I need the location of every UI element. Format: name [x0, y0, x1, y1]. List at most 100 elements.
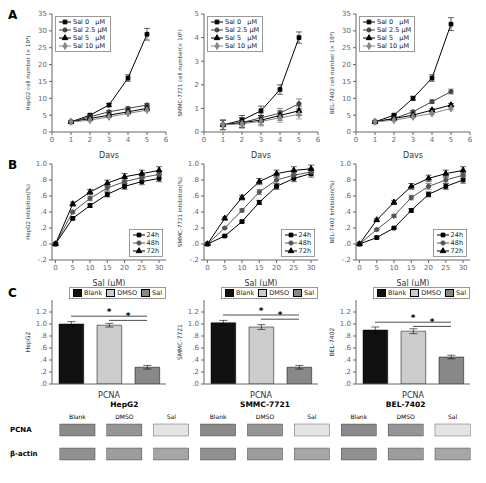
svg-text:*: *	[278, 310, 283, 320]
svg-text:30: 30	[459, 264, 468, 272]
svg-text:1.2: 1.2	[188, 308, 199, 316]
svg-text:0: 0	[202, 136, 206, 144]
svg-text:0: 0	[205, 264, 209, 272]
svg-text:Sal (μM): Sal (μM)	[245, 279, 278, 286]
svg-text:*: *	[259, 306, 264, 316]
svg-text:2: 2	[195, 81, 199, 89]
svg-text:20: 20	[272, 264, 281, 272]
svg-text:10: 10	[86, 264, 95, 272]
svg-text:5: 5	[43, 112, 47, 120]
svg-text:.4: .4	[192, 208, 199, 216]
svg-text:4: 4	[195, 34, 200, 42]
svg-text:*: *	[126, 311, 131, 321]
svg-text:-.2: -.2	[190, 256, 199, 264]
svg-text:10: 10	[390, 264, 399, 272]
svg-text:25: 25	[38, 44, 47, 52]
svg-text:0: 0	[43, 128, 47, 136]
svg-text:.6: .6	[344, 344, 351, 352]
svg-text:.6: .6	[344, 192, 351, 200]
svg-text:BEL-7402 Inhibition(%): BEL-7402 Inhibition(%)	[329, 180, 335, 243]
svg-text:15: 15	[38, 78, 47, 86]
svg-text:Sal: Sal	[307, 413, 316, 420]
svg-text:.2: .2	[344, 368, 351, 376]
svg-text:1.0: 1.0	[36, 160, 47, 168]
svg-text:.4: .4	[40, 208, 47, 216]
svg-text:Days: Days	[99, 151, 119, 158]
svg-text:β-actin: β-actin	[10, 450, 38, 458]
svg-text:25: 25	[342, 44, 351, 52]
svg-text:20: 20	[120, 264, 129, 272]
svg-text:2: 2	[88, 136, 92, 144]
svg-text:0: 0	[195, 128, 199, 136]
svg-text:35: 35	[38, 10, 47, 18]
svg-text:Days: Days	[251, 151, 271, 158]
svg-text:1: 1	[221, 136, 225, 144]
svg-text:.6: .6	[192, 192, 199, 200]
svg-text:5: 5	[297, 136, 301, 144]
svg-text:Blank: Blank	[350, 413, 367, 420]
svg-text:.2: .2	[40, 368, 47, 376]
svg-text:4: 4	[430, 136, 435, 144]
svg-text:15: 15	[255, 264, 264, 272]
svg-text:.4: .4	[344, 208, 351, 216]
svg-text:2: 2	[392, 136, 396, 144]
svg-text:.0: .0	[40, 240, 47, 248]
svg-text:*: *	[411, 313, 416, 323]
svg-text:.0: .0	[344, 380, 351, 388]
svg-text:6: 6	[164, 136, 169, 144]
svg-text:HepG2: HepG2	[110, 400, 138, 409]
svg-text:1.0: 1.0	[340, 160, 351, 168]
svg-text:3: 3	[411, 136, 415, 144]
svg-text:.2: .2	[344, 224, 351, 232]
svg-text:.4: .4	[192, 356, 199, 364]
svg-text:BEL-7402: BEL-7402	[328, 328, 335, 357]
svg-text:*: *	[107, 307, 112, 317]
svg-text:1: 1	[69, 136, 73, 144]
svg-text:30: 30	[155, 264, 164, 272]
svg-text:30: 30	[38, 27, 47, 35]
svg-text:HepG2 Inhibition(%): HepG2 Inhibition(%)	[25, 184, 32, 240]
svg-text:5: 5	[347, 112, 351, 120]
svg-text:HepG2 cell number (× 10⁴): HepG2 cell number (× 10⁴)	[25, 36, 32, 111]
svg-text:20: 20	[342, 61, 351, 69]
svg-text:.6: .6	[40, 344, 47, 352]
svg-text:.0: .0	[192, 380, 199, 388]
svg-text:2: 2	[240, 136, 244, 144]
svg-text:3: 3	[195, 58, 199, 66]
svg-text:Sal (μM): Sal (μM)	[93, 279, 126, 286]
svg-text:BEL-7402: BEL-7402	[386, 400, 426, 409]
svg-text:0: 0	[50, 136, 54, 144]
svg-text:0: 0	[357, 264, 361, 272]
svg-text:Sal (μM): Sal (μM)	[397, 279, 430, 286]
svg-text:6: 6	[316, 136, 321, 144]
svg-text:0: 0	[354, 136, 358, 144]
svg-text:PCNA: PCNA	[98, 391, 120, 398]
svg-text:-.2: -.2	[342, 256, 351, 264]
svg-text:15: 15	[342, 78, 351, 86]
svg-text:SMMC-7721 cell number(× 10⁵): SMMC-7721 cell number(× 10⁵)	[177, 29, 183, 116]
svg-text:.0: .0	[40, 380, 47, 388]
svg-text:4: 4	[278, 136, 283, 144]
svg-text:Sal: Sal	[167, 413, 176, 420]
svg-text:10: 10	[38, 95, 47, 103]
svg-text:.8: .8	[192, 176, 199, 184]
svg-text:1: 1	[195, 105, 199, 113]
svg-text:5: 5	[374, 264, 378, 272]
svg-text:6: 6	[468, 136, 473, 144]
svg-text:SMMC-7721 Inhibition(%): SMMC-7721 Inhibition(%)	[177, 177, 183, 247]
svg-text:25: 25	[441, 264, 450, 272]
svg-text:PCNA: PCNA	[10, 426, 32, 434]
svg-text:.0: .0	[344, 240, 351, 248]
svg-text:30: 30	[342, 27, 351, 35]
svg-text:.8: .8	[40, 176, 47, 184]
svg-text:Days: Days	[403, 151, 423, 158]
svg-text:.6: .6	[192, 344, 199, 352]
svg-text:30: 30	[307, 264, 316, 272]
svg-text:35: 35	[342, 10, 351, 18]
svg-text:.4: .4	[344, 356, 351, 364]
svg-text:PCNA: PCNA	[250, 391, 272, 398]
svg-text:5: 5	[195, 10, 199, 18]
svg-text:25: 25	[137, 264, 146, 272]
svg-text:Sal: Sal	[448, 413, 457, 420]
svg-text:3: 3	[259, 136, 263, 144]
